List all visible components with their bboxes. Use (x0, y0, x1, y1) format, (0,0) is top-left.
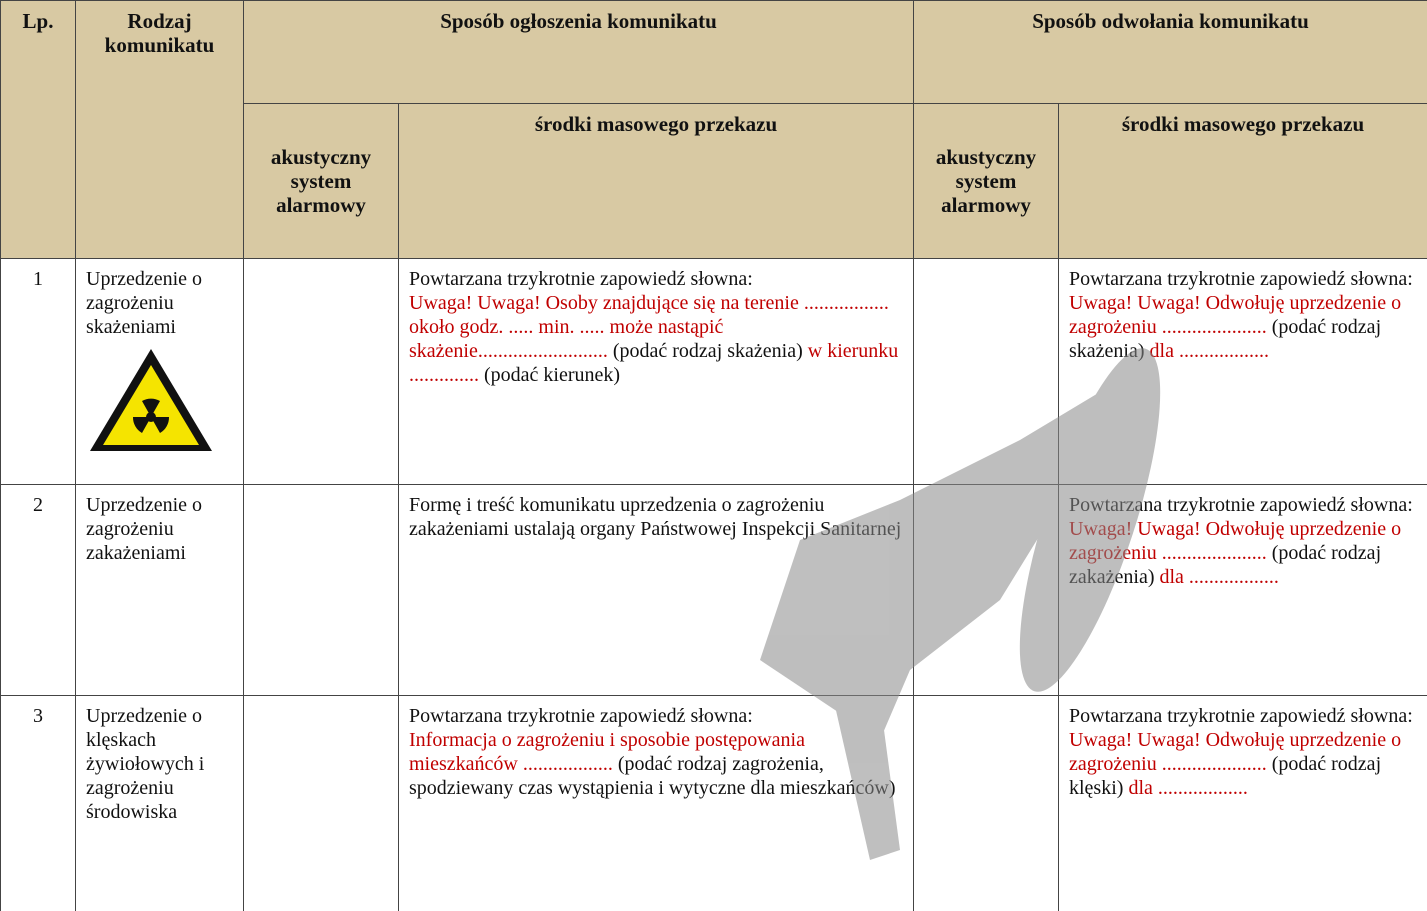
header-acoustic: akustyczny system alarmowy (243, 103, 399, 259)
table-row: 1 Uprzedzenie o zagrożeniu skażeniami Powt… (0, 258, 1427, 485)
text-run: Uwaga! Uwaga! Odwołuję uprzedzenie o zag… (1069, 729, 1402, 775)
text-run: Powtarzana trzykrotnie zapowiedź słowna: (1069, 494, 1413, 516)
lp-cell: 1 (0, 258, 76, 485)
media-cell: Powtarzana trzykrotnie zapowiedź słowna:… (1058, 695, 1427, 911)
type-text: Uprzedzenie o zagrożeniu skażeniami (86, 268, 203, 338)
header-lp: Lp. (0, 0, 76, 259)
text-run: Powtarzana trzykrotnie zapowiedź słowna: (1069, 268, 1413, 290)
type-cell: Uprzedzenie o zagrożeniu skażeniami (75, 258, 244, 485)
header-media: środki masowego przekazu (1058, 103, 1427, 259)
header-cancel: Sposób odwołania komunikatu (913, 0, 1427, 104)
type-cell: Uprzedzenie o klęskach żywiołowych i zag… (75, 695, 244, 911)
text-run: dla .................. (1149, 340, 1269, 362)
radiation-icon (90, 349, 212, 451)
text-run: w kierunku .............. (409, 340, 899, 386)
header-acoustic: akustyczny system alarmowy (913, 103, 1059, 259)
type-cell: Uprzedzenie o zagrożeniu zakażeniami (75, 484, 244, 696)
header-row: akustyczny system alarmowy środki masowe… (0, 103, 1427, 259)
text-run: Powtarzana trzykrotnie zapowiedź słowna: (409, 705, 753, 727)
lp-cell: 2 (0, 484, 76, 696)
type-text: Uprzedzenie o zagrożeniu zakażeniami (86, 494, 203, 564)
text-run: dla .................. (1128, 777, 1248, 799)
table-row: 2 Uprzedzenie o zagrożeniu zakażeniami For… (0, 484, 1427, 696)
text-run: (podać rodzaj zagrożenia, spodziewany cz… (409, 753, 896, 799)
media-cell: Powtarzana trzykrotnie zapowiedź słowna:… (398, 258, 914, 485)
text-run: Powtarzana trzykrotnie zapowiedź słowna: (409, 268, 753, 290)
text-run: Uwaga! Uwaga! Odwołuję uprzedzenie o zag… (1069, 292, 1402, 338)
acoustic-cell (243, 258, 399, 485)
text-run: (podać rodzaj klęski) (1069, 753, 1382, 799)
text-run: Informacja o zagrożeniu i sposobie postę… (409, 729, 805, 775)
header-type: Rodzaj komunikatu (75, 0, 244, 259)
text-run: (podać kierunek) (479, 364, 621, 386)
acoustic-cell (243, 484, 399, 696)
table-body: 1 Uprzedzenie o zagrożeniu skażeniami Powt… (0, 258, 1427, 911)
header-announce: Sposób ogłoszenia komunikatu (243, 0, 914, 104)
text-run: (podać rodzaj skażenia) (607, 340, 808, 362)
media-cell: Formę i treść komunikatu uprzedzenia o z… (398, 484, 914, 696)
media-cell: Powtarzana trzykrotnie zapowiedź słowna:… (1058, 484, 1427, 696)
text-run: Uwaga! Uwaga! Osoby znajdujące się na te… (409, 292, 889, 362)
text-run: Formę i treść komunikatu uprzedzenia o z… (409, 494, 902, 540)
acoustic-cell (913, 695, 1059, 911)
text-run: Powtarzana trzykrotnie zapowiedź słowna: (1069, 705, 1413, 727)
media-cell: Powtarzana trzykrotnie zapowiedź słowna:… (1058, 258, 1427, 485)
type-text: Uprzedzenie o klęskach żywiołowych i zag… (86, 705, 205, 823)
lp-cell: 3 (0, 695, 76, 911)
acoustic-cell (243, 695, 399, 911)
header-media: środki masowego przekazu (398, 103, 914, 259)
acoustic-cell (913, 258, 1059, 485)
table-row: 3 Uprzedzenie o klęskach żywiołowych i za… (0, 695, 1427, 911)
header-row: Lp. Rodzaj komunikatu Sposób ogłoszenia … (0, 0, 1427, 259)
text-run: dla .................. (1159, 566, 1279, 588)
media-cell: Powtarzana trzykrotnie zapowiedź słowna:… (398, 695, 914, 911)
acoustic-cell (913, 484, 1059, 696)
